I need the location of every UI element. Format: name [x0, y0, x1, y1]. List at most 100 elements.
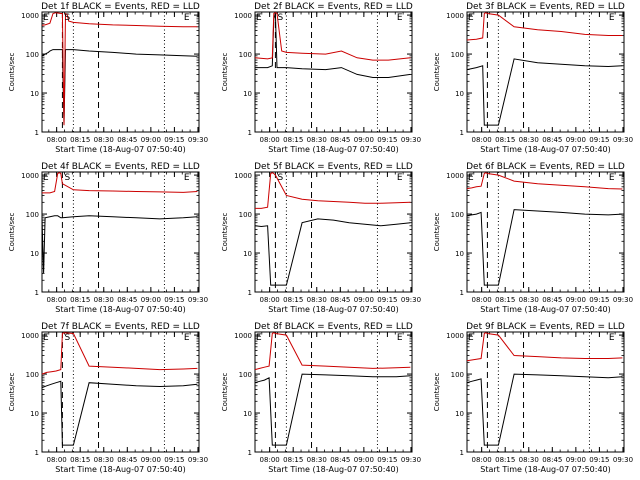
marker-label: S	[278, 173, 284, 183]
panel-6: Det 6f BLACK = Events, RED = LLD 1 10 100 10…	[433, 162, 633, 314]
x-tick-label: 08:00	[47, 136, 67, 144]
series-lld	[255, 172, 411, 209]
x-tick-label: 09:15	[164, 456, 184, 464]
series-events	[466, 373, 623, 446]
x-tick-label: 08:30	[307, 456, 327, 464]
y-tick-label: 100	[26, 211, 39, 219]
x-tick-label: 09:00	[354, 456, 374, 464]
x-tick-label: 09:30	[188, 296, 208, 304]
y-tick-label: 1	[460, 129, 464, 137]
y-axis-label: Counts/sec	[8, 53, 16, 92]
marker-label: E	[43, 333, 49, 343]
y-tick-label: 1	[460, 449, 464, 457]
marker-label: E	[397, 13, 403, 23]
x-tick-label: 08:30	[519, 136, 539, 144]
marker-label: E	[609, 333, 615, 343]
x-tick-label: 08:30	[307, 136, 327, 144]
y-tick-label: 1	[35, 289, 39, 297]
x-tick-label: 08:45	[117, 456, 137, 464]
panel-title: Det 1f BLACK = Events, RED = LLD	[41, 2, 200, 12]
x-tick-label: 08:15	[495, 136, 515, 144]
x-tick-label: 08:45	[117, 296, 137, 304]
y-tick-label: 1000	[234, 12, 252, 20]
marker-label: S	[65, 333, 71, 343]
series-events	[41, 215, 198, 274]
plot-frame	[254, 331, 413, 453]
y-tick-label: 100	[451, 211, 464, 219]
x-tick-label: 09:30	[188, 456, 208, 464]
x-tick-label: 08:45	[117, 136, 137, 144]
x-axis-label: Start Time (18-Aug-07 07:50:40)	[480, 465, 611, 474]
y-tick-label: 1000	[234, 332, 252, 340]
marker-label: E	[397, 333, 403, 343]
panel-7: Det 7f BLACK = Events, RED = LLD 1 10 100 10…	[8, 322, 208, 474]
series-lld	[466, 332, 623, 362]
y-tick-label: 1000	[446, 332, 464, 340]
y-tick-label: 1000	[234, 172, 252, 180]
plot-frame	[466, 11, 625, 133]
marker-label: E	[468, 173, 474, 183]
x-tick-label: 09:00	[566, 296, 586, 304]
y-tick-label: 100	[26, 51, 39, 59]
x-axis-label: Start Time (18-Aug-07 07:50:40)	[55, 465, 186, 474]
marker-label: S	[278, 13, 284, 23]
x-tick-label: 08:45	[542, 296, 562, 304]
marker-label: E	[468, 333, 474, 343]
x-tick-label: 09:00	[141, 456, 161, 464]
series-events	[254, 373, 411, 446]
x-tick-label: 09:15	[377, 296, 397, 304]
marker-label: E	[43, 13, 49, 23]
x-tick-label: 09:30	[613, 296, 633, 304]
y-tick-label: 1000	[446, 12, 464, 20]
x-tick-label: 08:30	[94, 136, 114, 144]
y-tick-label: 1	[248, 289, 252, 297]
y-tick-label: 10	[455, 90, 464, 98]
marker-label: E	[43, 173, 49, 183]
panel-2: Det 2f BLACK = Events, RED = LLD 1 10 100 10…	[221, 2, 421, 154]
plot-frame	[254, 11, 413, 133]
series-lld	[42, 172, 198, 194]
y-axis-label: Counts/sec	[8, 213, 16, 252]
x-tick-label: 08:15	[283, 136, 303, 144]
panel-title: Det 6f BLACK = Events, RED = LLD	[466, 162, 625, 172]
x-tick-label: 08:15	[283, 456, 303, 464]
y-tick-label: 1000	[446, 172, 464, 180]
y-tick-label: 1	[248, 449, 252, 457]
x-tick-label: 08:45	[330, 456, 350, 464]
series-lld	[41, 12, 198, 126]
x-tick-label: 08:00	[260, 296, 280, 304]
plot-frame	[41, 331, 200, 453]
x-tick-label: 09:00	[354, 136, 374, 144]
panel-9: Det 9f BLACK = Events, RED = LLD 1 10 100 10…	[433, 322, 633, 474]
y-axis-label: Counts/sec	[221, 373, 229, 412]
panel-title: Det 8f BLACK = Events, RED = LLD	[254, 322, 413, 332]
y-axis-label: Counts/sec	[8, 373, 16, 412]
x-tick-label: 08:30	[519, 456, 539, 464]
x-tick-label: 09:15	[377, 136, 397, 144]
y-tick-label: 1000	[21, 172, 39, 180]
marker-label: E	[184, 13, 190, 23]
y-tick-label: 10	[455, 250, 464, 258]
x-tick-label: 08:15	[495, 456, 515, 464]
y-tick-label: 100	[451, 51, 464, 59]
marker-label: S	[65, 13, 71, 23]
x-tick-label: 09:00	[566, 456, 586, 464]
y-tick-label: 100	[239, 211, 252, 219]
x-tick-label: 09:30	[401, 296, 421, 304]
series-events	[466, 209, 623, 286]
x-axis-label: Start Time (18-Aug-07 07:50:40)	[55, 145, 186, 154]
plot-frame	[466, 331, 625, 453]
marker-label: E	[397, 173, 403, 183]
y-axis-label: Counts/sec	[433, 373, 441, 412]
series-lld	[466, 12, 623, 41]
x-tick-label: 08:15	[70, 136, 90, 144]
x-tick-label: 08:15	[495, 296, 515, 304]
x-axis-label: Start Time (18-Aug-07 07:50:40)	[268, 305, 399, 314]
x-tick-label: 08:30	[94, 296, 114, 304]
marker-label: E	[256, 333, 262, 343]
x-tick-label: 09:15	[164, 136, 184, 144]
panel-8: Det 8f BLACK = Events, RED = LLD 1 10 100 10…	[221, 322, 421, 474]
x-tick-label: 09:30	[401, 456, 421, 464]
panel-title: Det 3f BLACK = Events, RED = LLD	[466, 2, 625, 12]
